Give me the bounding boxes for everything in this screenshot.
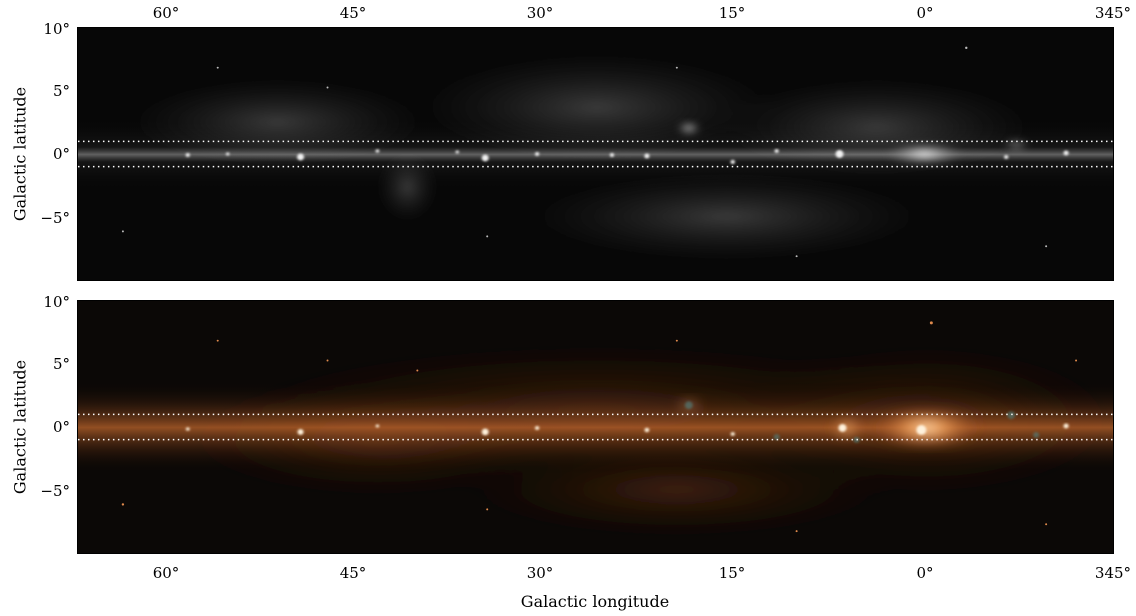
top-x-tick-0: 0°	[916, 4, 934, 22]
y-axis-label-top: Galactic latitude	[10, 86, 30, 222]
bottom-x-tick-345: 345°	[1094, 564, 1132, 582]
bottom-y-tick-0: 0°	[52, 418, 70, 436]
top-y-tick-minus5: −5°	[40, 209, 70, 227]
bottom-y-tick-minus5: −5°	[40, 482, 70, 500]
top-y-tick-5: 5°	[52, 82, 70, 100]
bottom-y-tick-10: 10°	[43, 293, 70, 311]
top-x-tick-15: 15°	[718, 4, 746, 22]
color-composite-map-panel	[77, 300, 1114, 554]
x-axis-label: Galactic longitude	[520, 592, 670, 611]
top-x-tick-60: 60°	[152, 4, 180, 22]
bottom-x-tick-15: 15°	[718, 564, 746, 582]
top-x-tick-45: 45°	[339, 4, 367, 22]
top-y-tick-10: 10°	[43, 20, 70, 38]
grayscale-map-panel	[77, 27, 1114, 281]
color-composite-map-image	[78, 301, 1113, 553]
bottom-x-tick-45: 45°	[339, 564, 367, 582]
bottom-x-tick-0: 0°	[916, 564, 934, 582]
bottom-x-tick-60: 60°	[152, 564, 180, 582]
top-x-tick-345: 345°	[1094, 4, 1132, 22]
y-axis-label-bottom: Galactic latitude	[10, 359, 30, 495]
bottom-x-tick-30: 30°	[526, 564, 554, 582]
top-x-tick-30: 30°	[526, 4, 554, 22]
top-y-tick-0: 0°	[52, 145, 70, 163]
grayscale-map-image	[78, 28, 1113, 280]
bottom-y-tick-5: 5°	[52, 355, 70, 373]
